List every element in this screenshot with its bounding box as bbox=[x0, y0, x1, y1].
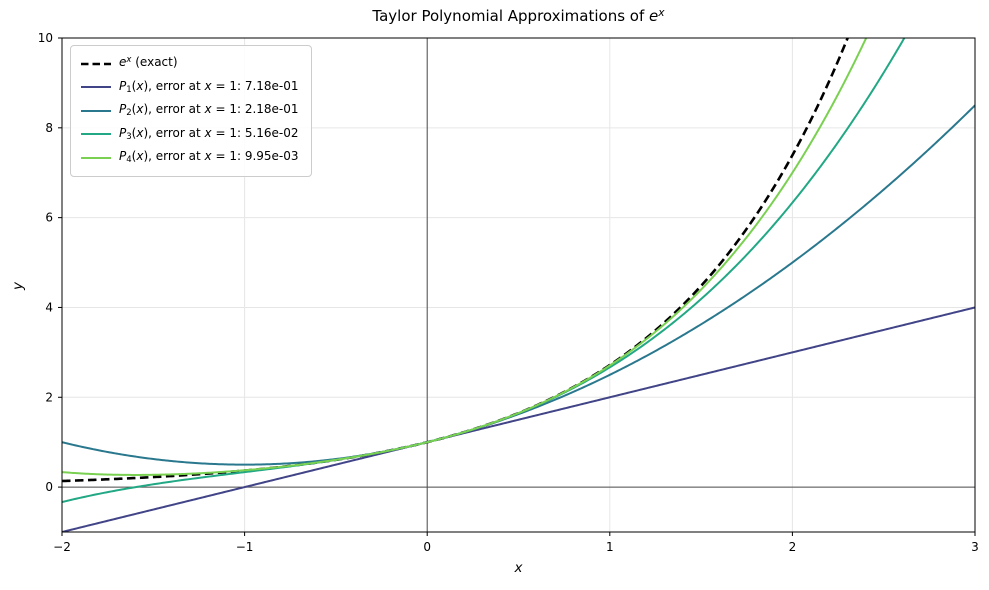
y-tick-label: 6 bbox=[45, 211, 53, 225]
text-part: 4 bbox=[126, 155, 132, 166]
x-tick-label: −1 bbox=[236, 540, 254, 554]
legend-entry-P3: P3(x), error at x = 1: 5.16e-02 bbox=[80, 123, 299, 147]
legend-entry-P4: P4(x), error at x = 1: 9.95e-03 bbox=[80, 146, 299, 170]
legend-line-swatch bbox=[81, 156, 111, 159]
text-part: Taylor Polynomial Approximations of bbox=[372, 7, 650, 25]
y-tick-label: 0 bbox=[45, 480, 53, 494]
text-part: P bbox=[119, 149, 127, 163]
text-part: 3 bbox=[126, 131, 132, 142]
text-part: 2 bbox=[126, 108, 132, 119]
text-part: ), error at bbox=[143, 78, 205, 93]
text-part: = 1: 5.16e-02 bbox=[211, 125, 299, 140]
x-axis-label: x bbox=[514, 560, 523, 576]
x-tick-label: 0 bbox=[423, 540, 431, 554]
text-part: ( bbox=[131, 102, 137, 116]
x-tick-label: 3 bbox=[971, 540, 979, 554]
text-part: x bbox=[126, 54, 132, 65]
x-tick-label: −2 bbox=[53, 540, 71, 554]
curves bbox=[62, 38, 975, 532]
text-part: e bbox=[649, 7, 659, 25]
text-part: ), error at bbox=[143, 149, 205, 163]
text-part: x bbox=[204, 102, 212, 116]
legend-line-swatch bbox=[81, 62, 111, 66]
text-part: ), error at bbox=[143, 102, 205, 116]
text-part: x bbox=[204, 149, 212, 163]
curve-P4 bbox=[62, 38, 868, 476]
text-part: = 1: 9.95e-03 bbox=[211, 149, 299, 163]
text-part: x bbox=[136, 102, 144, 116]
y-tick-label: 8 bbox=[45, 121, 53, 135]
y-tick-label: 10 bbox=[38, 31, 53, 45]
legend-line-swatch bbox=[81, 133, 111, 136]
curve-exact bbox=[62, 38, 850, 483]
text-part: P bbox=[119, 125, 127, 140]
legend-label: P3(x), error at x = 1: 5.16e-02 bbox=[119, 122, 299, 148]
legend-entry-P2: P2(x), error at x = 1: 2.18e-01 bbox=[80, 99, 299, 123]
text-part: = 1: 7.18e-01 bbox=[211, 78, 299, 93]
x-tick-label: 2 bbox=[789, 540, 797, 554]
legend-line-swatch bbox=[81, 109, 111, 112]
y-tick-label: 4 bbox=[45, 300, 53, 314]
legend-label: P2(x), error at x = 1: 2.18e-01 bbox=[119, 98, 299, 124]
legend-label: P1(x), error at x = 1: 7.18e-01 bbox=[119, 75, 299, 101]
text-part: P bbox=[119, 78, 127, 93]
axis-ticks: −2 −1 0 1 2 3 0 2 4 6 8 10 bbox=[38, 31, 979, 554]
text-part: x bbox=[204, 125, 212, 140]
legend-entry-exact: ex (exact) bbox=[80, 52, 299, 76]
plot-border bbox=[61, 37, 976, 533]
text-part: ( bbox=[131, 125, 137, 140]
text-part: e bbox=[119, 55, 127, 69]
y-tick-label: 2 bbox=[45, 390, 53, 404]
y-axis-label: y bbox=[10, 282, 26, 290]
text-part: ( bbox=[131, 78, 137, 93]
text-part: ( bbox=[131, 149, 137, 163]
x-tick-label: 1 bbox=[606, 540, 614, 554]
text-part: x bbox=[136, 78, 144, 93]
text-part: x bbox=[136, 149, 144, 163]
zero-lines bbox=[62, 38, 975, 532]
text-part: x bbox=[204, 78, 212, 93]
text-part: x bbox=[658, 5, 665, 19]
curve-P1 bbox=[62, 306, 975, 532]
chart-title: Taylor Polynomial Approximations of ex bbox=[62, 5, 975, 25]
text-part: = 1: 2.18e-01 bbox=[211, 102, 299, 116]
text-part: (exact) bbox=[131, 55, 178, 69]
legend: ex (exact) P1(x), error at x = 1: 7.18e-0… bbox=[70, 45, 312, 177]
legend-label: ex (exact) bbox=[119, 51, 178, 77]
legend-label: P4(x), error at x = 1: 9.95e-03 bbox=[119, 145, 299, 171]
text-part: x bbox=[136, 125, 144, 140]
text-part: P bbox=[119, 102, 127, 116]
text-part: 1 bbox=[126, 84, 132, 95]
text-part: ), error at bbox=[143, 125, 205, 140]
legend-line-swatch bbox=[81, 86, 111, 89]
legend-entry-P1: P1(x), error at x = 1: 7.18e-01 bbox=[80, 76, 299, 100]
